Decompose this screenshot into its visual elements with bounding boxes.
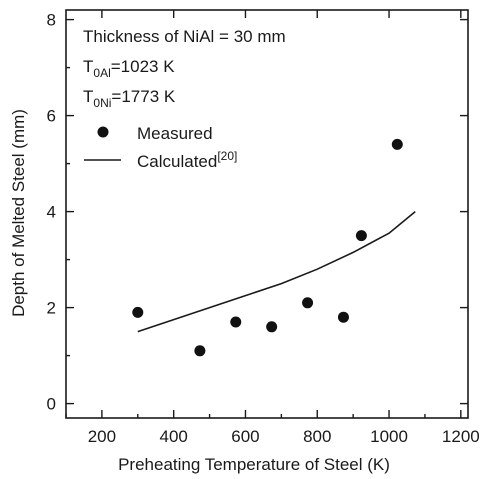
y-axis-ticks: 0 2 4 6 8 bbox=[47, 11, 468, 414]
annotation-thickness: Thickness of NiAl = 30 mm bbox=[83, 27, 286, 46]
x-tick-label: 800 bbox=[303, 427, 331, 446]
x-tick-label: 600 bbox=[231, 427, 259, 446]
measured-point bbox=[355, 230, 367, 242]
plot-border bbox=[65, 9, 469, 419]
annotation-t-al: T0Al=1023 K bbox=[83, 57, 175, 80]
x-axis-ticks: 200 400 600 800 1000 1200 bbox=[65, 10, 480, 446]
legend: Measured Calculated[20] bbox=[84, 124, 237, 171]
annotation-t-ni-value: =1773 K bbox=[111, 87, 175, 106]
measured-point bbox=[391, 138, 403, 150]
measured-point bbox=[302, 297, 314, 309]
calculated-line bbox=[137, 210, 416, 333]
y-tick-label: 6 bbox=[47, 107, 56, 126]
x-axis-label: Preheating Temperature of Steel (K) bbox=[118, 455, 390, 474]
annotation-t-al-subscript: 0Al bbox=[93, 66, 110, 80]
legend-measured-marker bbox=[97, 126, 109, 138]
y-axis-label: Depth of Melted Steel (mm) bbox=[9, 109, 28, 317]
y-tick-label: 8 bbox=[47, 11, 56, 30]
measured-point bbox=[337, 311, 349, 323]
annotation-t-al-symbol: T bbox=[83, 57, 93, 76]
plot-frame bbox=[65, 9, 469, 419]
y-tick-label: 0 bbox=[47, 395, 56, 414]
y-tick-label: 2 bbox=[47, 299, 56, 318]
x-tick-label: 1000 bbox=[370, 427, 408, 446]
measured-point bbox=[194, 345, 206, 357]
annotation-t-al-value: =1023 K bbox=[111, 57, 175, 76]
measured-point bbox=[230, 316, 242, 328]
measured-point bbox=[266, 321, 278, 333]
x-tick-label: 400 bbox=[159, 427, 187, 446]
y-tick-label: 4 bbox=[47, 203, 56, 222]
annotation-t-ni: T0Ni=1773 K bbox=[83, 87, 176, 110]
series-measured bbox=[132, 138, 403, 357]
series-calculated bbox=[137, 210, 416, 333]
x-tick-label: 200 bbox=[88, 427, 116, 446]
measured-point bbox=[132, 306, 144, 318]
legend-calculated-superscript: [20] bbox=[217, 149, 237, 163]
annotation-t-ni-subscript: 0Ni bbox=[93, 96, 111, 110]
annotation-t-ni-symbol: T bbox=[83, 87, 93, 106]
legend-calculated-name: Calculated bbox=[137, 152, 217, 171]
legend-measured-label: Measured bbox=[137, 124, 213, 143]
x-tick-label: 1200 bbox=[442, 427, 480, 446]
legend-calculated-label: Calculated[20] bbox=[137, 149, 237, 171]
